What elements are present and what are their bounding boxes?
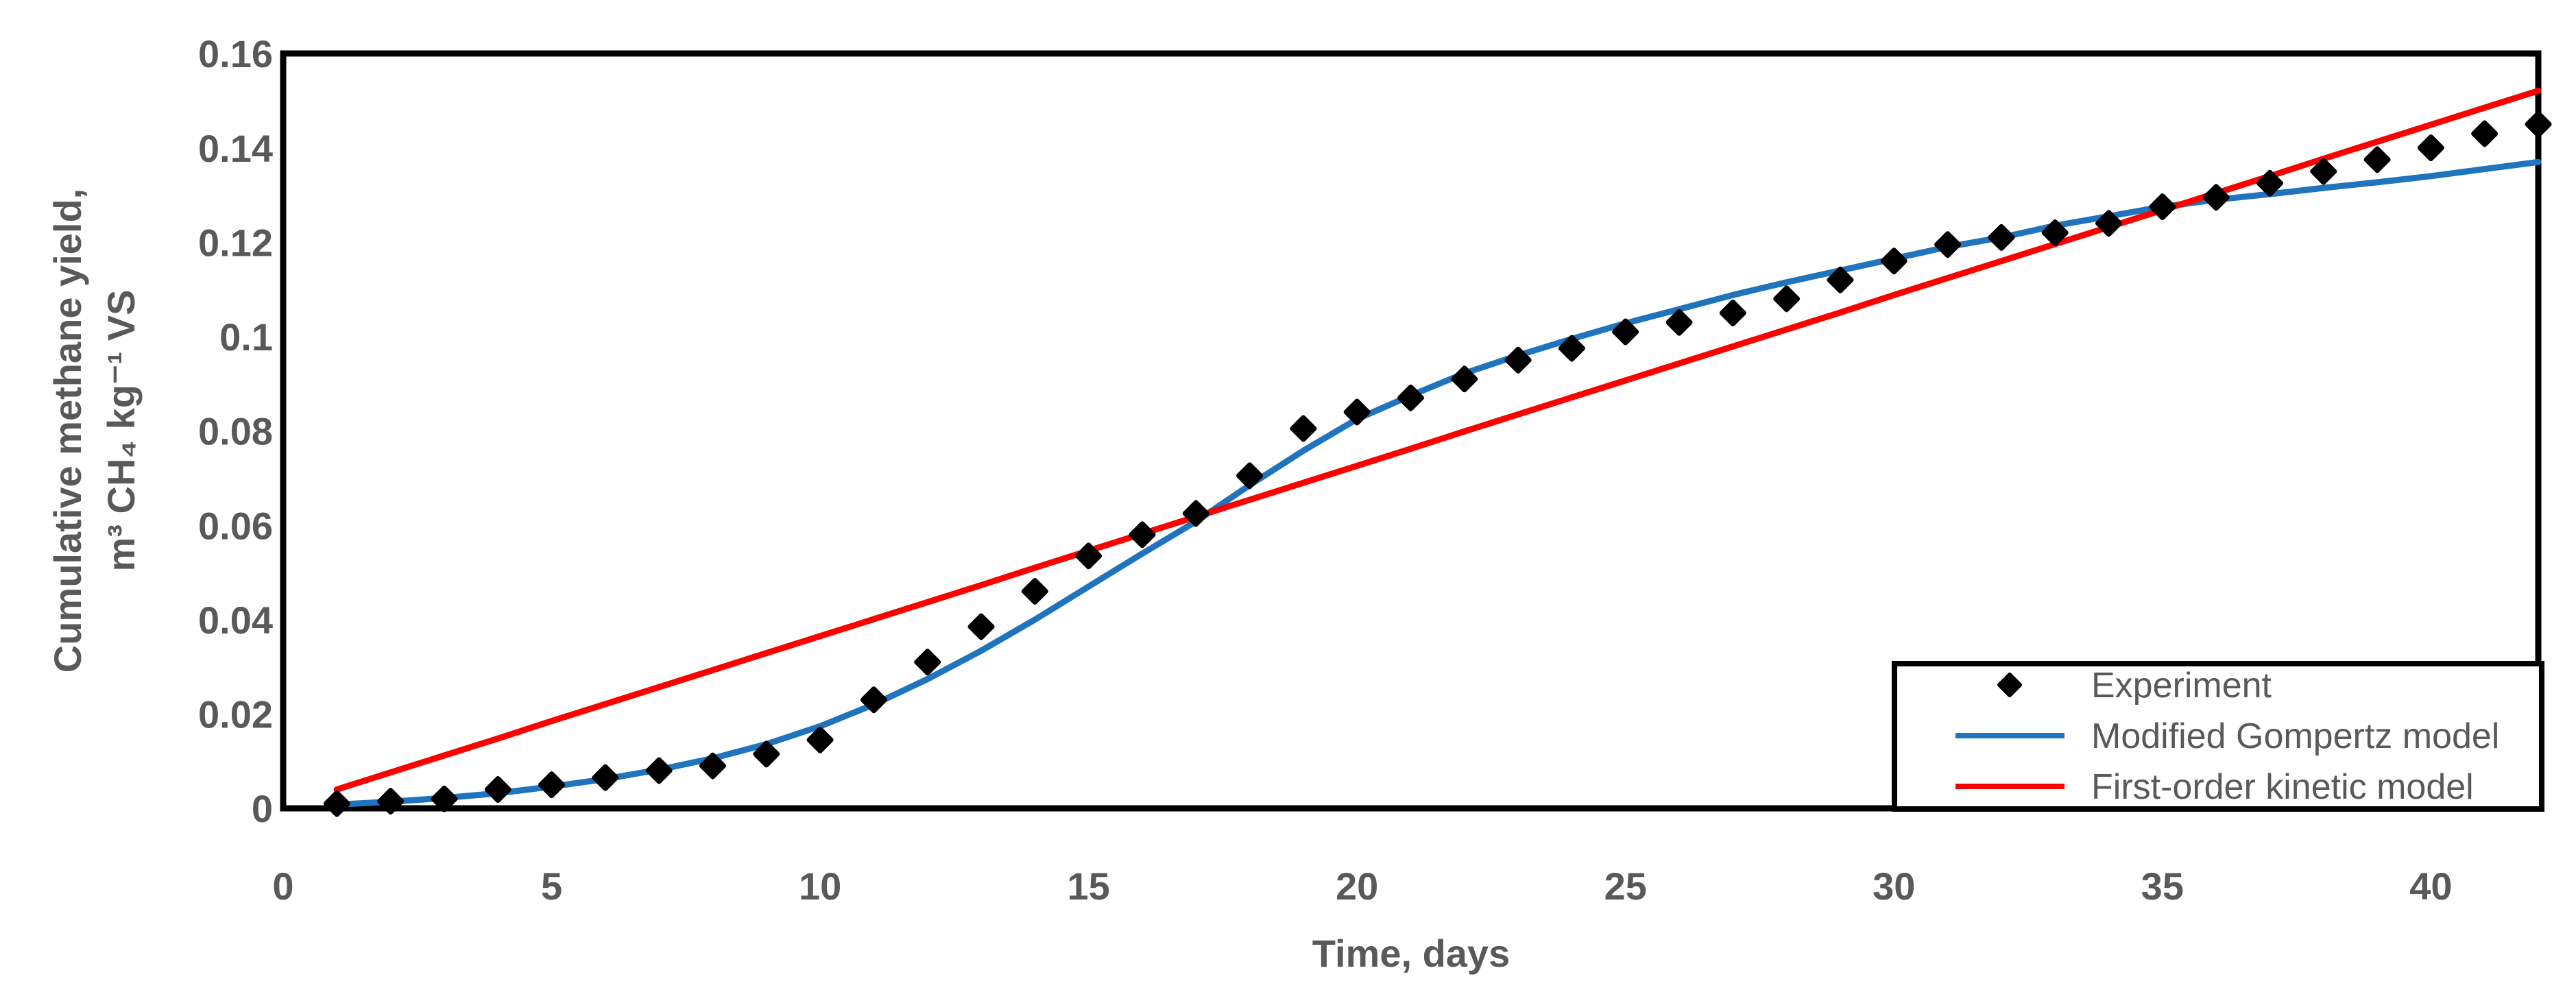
- y-axis-title-line2: m³ CH₄ kg⁻¹ VS: [99, 290, 143, 572]
- y-tick-label: 0.16: [198, 32, 273, 75]
- experiment-data-point: [1290, 415, 1317, 442]
- legend-label-experiment: Experiment: [2091, 666, 2272, 705]
- experiment-data-point: [2202, 184, 2230, 211]
- x-tick-label: 0: [272, 865, 293, 908]
- experiment-data-point: [860, 686, 887, 714]
- y-axis-tick-labels: 0 0.02 0.04 0.06 0.08 0.1 0.12 0.14 0.16: [198, 32, 273, 830]
- experiment-data-point: [538, 771, 566, 799]
- legend-label-gompertz: Modified Gompertz model: [2091, 716, 2499, 756]
- experiment-data-point: [1612, 318, 1639, 346]
- x-tick-label: 40: [2409, 865, 2452, 908]
- experiment-data-point: [323, 790, 350, 817]
- experiment-data-point: [2256, 169, 2283, 197]
- experiment-data-point: [967, 613, 995, 640]
- x-tick-label: 35: [2141, 865, 2184, 908]
- experiment-data-point: [1773, 285, 1801, 313]
- experiment-data-point: [377, 788, 405, 815]
- experiment-data-point: [1236, 462, 1264, 490]
- experiment-data-point: [1558, 335, 1585, 362]
- x-tick-label: 25: [1604, 865, 1647, 908]
- experiment-data-point: [1021, 577, 1048, 605]
- experiment-data-point: [484, 775, 511, 803]
- x-tick-label: 10: [799, 865, 841, 908]
- experiment-data-point: [1880, 248, 1907, 275]
- y-tick-label: 0.12: [198, 221, 273, 264]
- y-tick-label: 0.1: [219, 315, 273, 359]
- experiment-data-point: [2310, 158, 2337, 185]
- y-tick-label: 0: [252, 787, 273, 830]
- experiment-data-point: [2363, 146, 2391, 173]
- y-tick-label: 0.08: [198, 410, 273, 453]
- y-tick-label: 0.06: [198, 504, 273, 547]
- experiment-data-point: [1075, 542, 1103, 570]
- experiment-data-point: [1504, 346, 1532, 374]
- experiment-data-point: [1988, 224, 2015, 251]
- experiment-data-point: [2417, 134, 2444, 162]
- experiment-data-point: [914, 649, 941, 676]
- experiment-data-point: [1665, 309, 1693, 336]
- legend-label-first-order: First-order kinetic model: [2091, 767, 2474, 807]
- experiment-data-point: [753, 740, 780, 768]
- x-tick-label: 20: [1336, 865, 1378, 908]
- y-axis-title-line1: Cumulative methane yield,: [46, 189, 89, 673]
- experiment-data-point: [1934, 231, 1962, 258]
- experiment-data-point: [1343, 398, 1371, 426]
- series-experiment-markers: [323, 110, 2552, 817]
- experiment-data-point: [1719, 299, 1746, 326]
- y-tick-label: 0.14: [198, 127, 273, 170]
- x-tick-label: 15: [1067, 865, 1109, 908]
- experiment-data-point: [645, 757, 673, 784]
- y-tick-label: 0.04: [198, 599, 273, 642]
- x-tick-label: 5: [541, 865, 562, 908]
- experiment-data-point: [699, 752, 726, 780]
- experiment-data-point: [592, 764, 619, 791]
- experiment-data-point: [2471, 120, 2499, 147]
- legend-diamond-marker-icon: [1997, 673, 2022, 697]
- x-axis-tick-labels: 0 5 10 15 20 25 30 35 40: [272, 865, 2452, 908]
- experiment-data-point: [431, 785, 458, 812]
- experiment-data-point: [1827, 266, 1854, 293]
- experiment-data-point: [1182, 500, 1209, 527]
- plot-area-border: [280, 50, 2542, 812]
- experiment-data-point: [2041, 219, 2069, 246]
- experiment-data-point: [2149, 193, 2176, 221]
- x-axis-title: Time, days: [1312, 932, 1510, 975]
- legend: Experiment Modified Gompertz model First…: [1892, 661, 2544, 812]
- x-tick-label: 30: [1873, 865, 1915, 908]
- y-tick-label: 0.02: [198, 693, 273, 736]
- experiment-data-point: [2525, 110, 2552, 138]
- experiment-data-point: [806, 726, 834, 753]
- experiment-data-point: [1451, 365, 1478, 393]
- experiment-data-point: [1129, 521, 1156, 548]
- experiment-data-point: [2095, 210, 2123, 237]
- experiment-data-point: [1397, 384, 1424, 411]
